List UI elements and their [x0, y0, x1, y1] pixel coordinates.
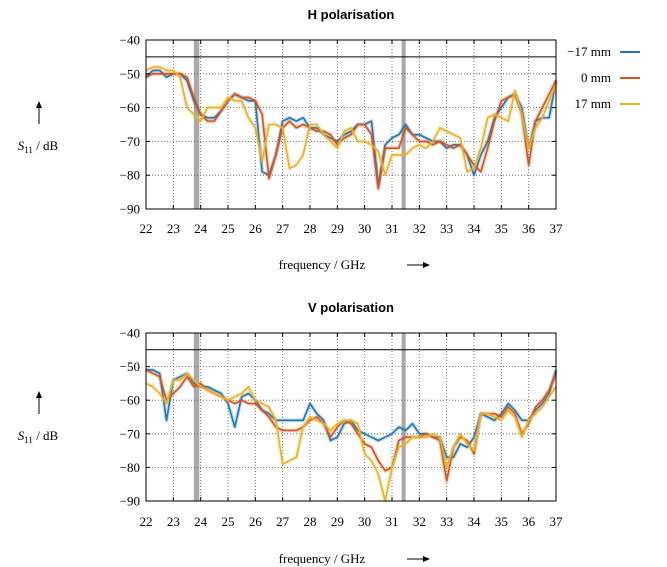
x-axis-arrowhead [423, 556, 430, 562]
shaded-band-2 [401, 40, 406, 209]
y-axis-label: S11 / dB [18, 138, 59, 155]
y-tick-label: −60 [120, 100, 140, 115]
y-tick-label: −40 [120, 33, 140, 48]
x-tick-label: 30 [358, 514, 371, 529]
series-line-0mm-mm [145, 73, 557, 190]
y-tick-label: −80 [120, 460, 140, 475]
x-tick-label: 35 [495, 514, 508, 529]
x-tick-label: 27 [276, 221, 290, 236]
chart-title: H polarisation [308, 7, 395, 22]
x-tick-label: 32 [413, 221, 426, 236]
series-band-3 [145, 371, 558, 503]
x-tick-label: 23 [167, 221, 180, 236]
y-tick-label: −40 [120, 326, 140, 341]
chart-panel-1: H polarisation 22 23 24 25 26 27 28 29 30 31 32 33 34… [18, 7, 563, 272]
x-tick-label: 29 [331, 221, 344, 236]
axes-frame [145, 332, 557, 502]
shaded-band-1 [193, 333, 200, 501]
x-tick-label: 27 [276, 514, 290, 529]
series-line-17mm-mm [145, 69, 557, 187]
axes-frame [145, 39, 557, 210]
y-tick-label: −70 [120, 134, 140, 149]
shaded-band-1 [193, 40, 200, 209]
y-tick-label: −50 [120, 66, 140, 81]
legend-label: 17 mm [575, 96, 611, 111]
x-tick-label: 34 [468, 514, 482, 529]
x-tick-label: 24 [194, 514, 208, 529]
y-axis-label: S11 / dB [18, 428, 59, 445]
x-axis-label: frequency / GHz [279, 257, 366, 272]
x-tick-label: 30 [358, 221, 371, 236]
x-tick-label: 35 [495, 221, 508, 236]
x-axis-label: frequency / GHz [279, 551, 366, 566]
x-tick-label: 22 [140, 514, 153, 529]
x-tick-label: 36 [522, 514, 536, 529]
x-axis-arrowhead [423, 262, 430, 268]
legend-label: 0 mm [581, 70, 611, 85]
series-line-17mm-mm [145, 372, 557, 502]
x-tick-label: 33 [440, 221, 453, 236]
x-tick-label: 31 [386, 221, 399, 236]
x-tick-label: 24 [194, 221, 208, 236]
shaded-band-2 [401, 333, 406, 501]
x-tick-label: 26 [249, 514, 263, 529]
x-tick-label: 37 [550, 221, 564, 236]
chart-title: V polarisation [308, 300, 394, 315]
y-axis-arrowhead [36, 391, 42, 398]
x-tick-label: 26 [249, 221, 263, 236]
y-tick-label: −90 [120, 202, 140, 217]
x-tick-label: 23 [167, 514, 180, 529]
x-tick-label: 22 [140, 221, 153, 236]
x-tick-label: 37 [550, 514, 564, 529]
x-tick-label: 31 [386, 514, 399, 529]
legend-label: −17 mm [567, 44, 611, 59]
y-axis-arrowhead [36, 101, 42, 108]
y-tick-label: −80 [120, 168, 140, 183]
y-tick-label: −90 [120, 494, 140, 509]
series-line-17mm-mm [145, 66, 557, 176]
y-tick-label: −50 [120, 359, 140, 374]
x-tick-label: 28 [304, 221, 317, 236]
legend: −17 mm 0 mm 17 mm [567, 44, 640, 111]
x-tick-label: 34 [468, 221, 482, 236]
x-tick-label: 36 [522, 221, 536, 236]
y-tick-label: −70 [120, 426, 140, 441]
x-tick-label: 28 [304, 514, 317, 529]
x-tick-label: 25 [222, 221, 235, 236]
x-tick-label: 32 [413, 514, 426, 529]
x-tick-label: 29 [331, 514, 344, 529]
y-tick-label: −60 [120, 393, 140, 408]
x-tick-label: 33 [440, 514, 453, 529]
x-tick-label: 25 [222, 514, 235, 529]
chart-panel-2: V polarisation 22 23 24 25 26 27 28 29 30 31 32 33 34… [18, 300, 563, 566]
